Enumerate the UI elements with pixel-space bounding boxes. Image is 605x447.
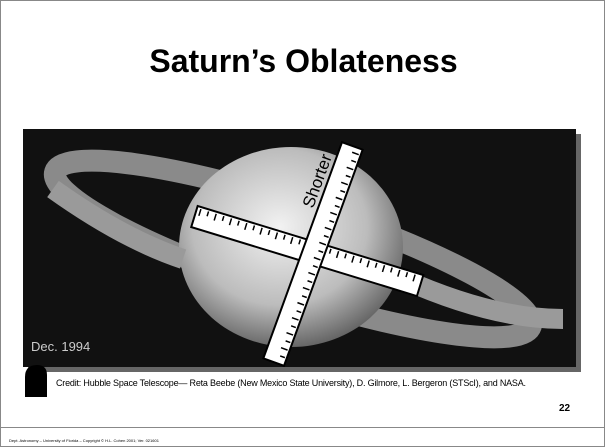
slide-title: Saturn’s Oblateness <box>1 43 605 80</box>
slide: Saturn’s Oblateness Shorter Dec. 1994 <box>0 0 605 447</box>
logo <box>21 363 49 399</box>
credit: Credit: Hubble Space Telescope— Reta Bee… <box>56 378 526 388</box>
photo-date: Dec. 1994 <box>31 339 90 354</box>
saturn-photo: Shorter Dec. 1994 <box>23 129 576 367</box>
footer-rule <box>1 427 605 428</box>
page-number: 22 <box>559 403 570 414</box>
footer: Dept. Astronomy – University of Florida … <box>9 438 159 443</box>
